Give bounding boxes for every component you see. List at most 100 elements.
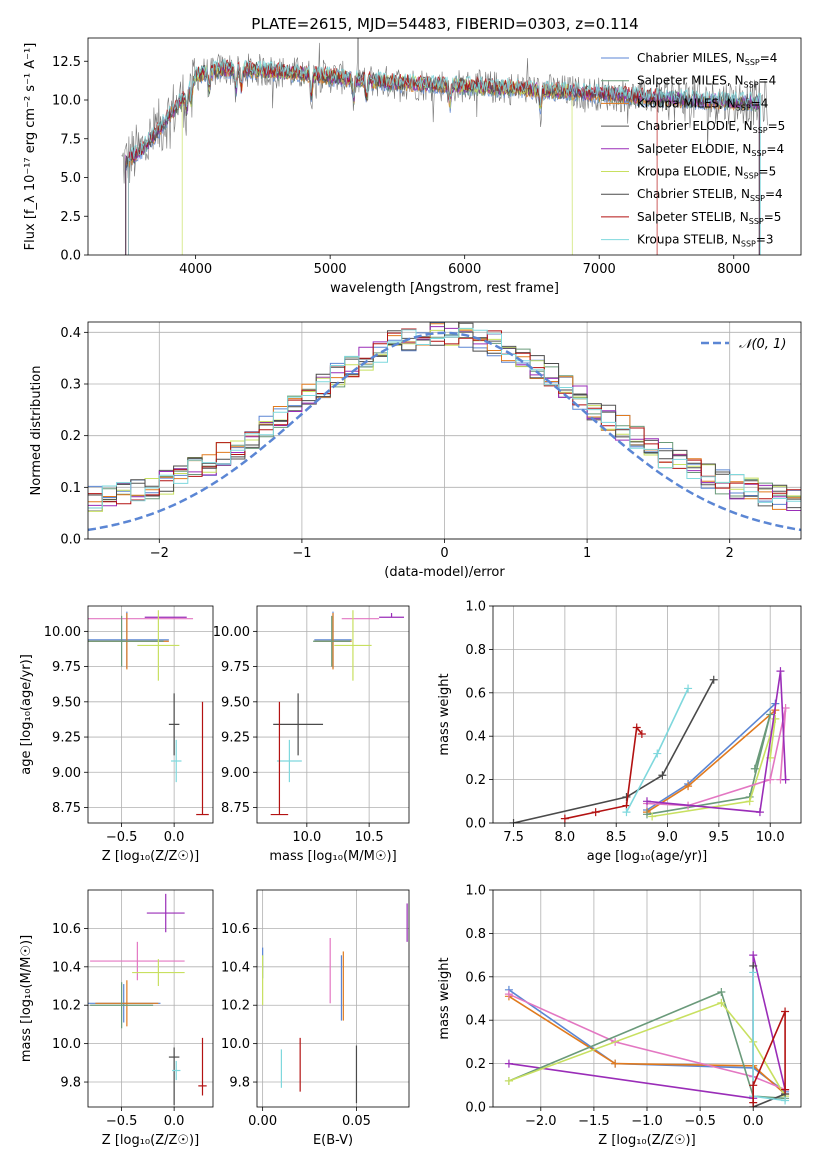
x-tick-label: 0.00 xyxy=(248,1114,277,1129)
axes-frame xyxy=(492,889,802,1108)
x-tick-label: 8.0 xyxy=(555,830,576,845)
weight-marker xyxy=(749,968,758,977)
panel-residuals: −2 −1 0 1 2 0.0 0.1 0.2 0.3 0.4 (data-model)/error… xyxy=(29,321,802,580)
weight-marker xyxy=(560,814,569,823)
y-tick-label: 0.0 xyxy=(465,1101,486,1116)
x-tick-label: 4000 xyxy=(179,262,212,277)
grid-lines xyxy=(493,889,801,1108)
weight-line xyxy=(508,993,786,1091)
plot-area xyxy=(262,903,408,1104)
errorbar-point xyxy=(313,615,351,667)
x-axis-label: Z [log₁₀(Z/Z☉)] xyxy=(102,1133,199,1148)
legend-label: 𝒩(0, 1) xyxy=(739,337,786,352)
y-tick-label: 0.0 xyxy=(465,817,486,832)
y-tick-label: 10.6 xyxy=(52,922,81,937)
x-axis-label: wavelength [Angstrom, rest frame] xyxy=(330,281,559,296)
x-tick-label: −0.5 xyxy=(106,830,138,845)
x-axis-label: mass [log₁₀(M/M☉)] xyxy=(269,849,396,864)
errorbar-point xyxy=(146,893,185,933)
errorbar-point xyxy=(90,941,185,981)
legend-value: =5 xyxy=(768,119,786,133)
axes-frame xyxy=(87,321,802,540)
y-tick-label: 0.4 xyxy=(465,730,486,745)
grid-lines xyxy=(88,606,213,823)
weight-marker xyxy=(611,1059,620,1068)
legend-label: Kroupa ELODIE, NSSP=5 xyxy=(637,165,776,181)
weight-marker xyxy=(658,771,667,780)
x-tick-label: 9.0 xyxy=(657,830,678,845)
histogram-step-line xyxy=(88,327,801,509)
legend-value: =4 xyxy=(751,96,769,110)
x-tick-label: 1 xyxy=(583,546,591,561)
y-tick-label: 9.50 xyxy=(221,695,250,710)
x-axis-label: Z [log₁₀(Z/Z☉)] xyxy=(598,1133,695,1148)
weight-marker xyxy=(717,987,726,996)
y-tick-label: 1.0 xyxy=(465,600,486,615)
weight-marker xyxy=(766,710,775,719)
weight-marker xyxy=(504,1076,513,1085)
legend-label: Chabrier STELIB, NSSP=4 xyxy=(637,187,783,203)
weight-line xyxy=(508,995,786,1095)
x-tick-label: 0.0 xyxy=(743,1114,764,1129)
legend-subscript: SSP xyxy=(751,149,766,158)
plot-area xyxy=(504,951,790,1107)
weight-marker xyxy=(781,775,790,784)
model-spectrum-line xyxy=(127,59,761,255)
y-tick-label: 10.6 xyxy=(221,922,250,937)
x-tick-label: −0.5 xyxy=(106,1114,138,1129)
plot-area xyxy=(509,667,790,823)
legend-value: =4 xyxy=(766,142,784,156)
legend-subscript: SSP xyxy=(744,81,759,90)
weight-marker xyxy=(622,792,631,801)
weight-marker xyxy=(709,675,718,684)
weight-marker xyxy=(781,1007,790,1016)
y-tick-label: 0.2 xyxy=(60,429,81,444)
weight-marker xyxy=(509,819,518,823)
y-tick-label: 10.2 xyxy=(221,999,250,1014)
weight-line xyxy=(508,1001,786,1097)
y-tick-label: 9.50 xyxy=(52,695,81,710)
errorbar-point xyxy=(172,1060,181,1081)
panel-mass-vs-EBV: 0.00 0.05 9.8 10.0 10.2 10.4 10.6 E(B-V) xyxy=(221,889,410,1148)
weight-line xyxy=(646,703,776,811)
errorbar-point xyxy=(168,693,180,756)
y-tick-label: 9.25 xyxy=(221,731,250,746)
axes-frame xyxy=(256,605,410,824)
weight-marker xyxy=(750,764,759,773)
y-tick-label: 8.75 xyxy=(221,801,250,816)
axes-frame xyxy=(87,889,214,1108)
legend-value: =4 xyxy=(760,51,778,65)
y-tick-label: 7.5 xyxy=(60,132,81,147)
y-tick-label: 9.75 xyxy=(221,660,250,675)
x-tick-label: 5000 xyxy=(314,262,347,277)
errorbar-point xyxy=(170,739,182,783)
weight-line xyxy=(646,670,787,813)
panel-spectrum: 4000 5000 6000 7000 8000 0.0 2.5 5.0 7.5 10.0 12.5… xyxy=(23,37,802,296)
weight-line xyxy=(752,1011,786,1103)
weight-marker xyxy=(755,808,764,817)
errorbar-point xyxy=(90,982,154,1029)
legend-label: Salpeter ELODIE, NSSP=4 xyxy=(637,142,784,158)
x-tick-label: 8000 xyxy=(717,262,750,277)
y-tick-label: 8.75 xyxy=(52,801,81,816)
x-tick-label: 0.0 xyxy=(164,830,185,845)
weight-line xyxy=(513,679,715,823)
weight-line xyxy=(651,718,777,818)
weight-marker xyxy=(504,990,513,999)
x-tick-label: 10.0 xyxy=(756,830,785,845)
panel-mass-vs-Z: −0.5 0.0 9.8 10.0 10.2 10.4 10.6 Z [log₁₀(Z/Z☉)… xyxy=(19,889,214,1148)
x-axis-label: Z [log₁₀(Z/Z☉)] xyxy=(102,849,199,864)
weight-marker xyxy=(749,1098,758,1107)
weight-marker xyxy=(776,667,785,676)
y-tick-label: 0.0 xyxy=(60,533,81,548)
panel-weight-vs-Z: −2.0 −1.5 −1.0 −0.5 0.0 0.0 0.2 0.4 0.6 0.8 1.0 Z [… xyxy=(437,884,802,1148)
legend-label: Salpeter STELIB, NSSP=5 xyxy=(637,210,781,226)
x-axis-label: (data-model)/error xyxy=(384,565,505,580)
legend-value: =4 xyxy=(765,187,783,201)
weight-marker xyxy=(745,797,754,806)
y-tick-label: 9.75 xyxy=(52,660,81,675)
y-tick-label: 0.4 xyxy=(465,1014,486,1029)
grid-lines xyxy=(88,322,801,540)
legend-value: =4 xyxy=(759,74,777,88)
